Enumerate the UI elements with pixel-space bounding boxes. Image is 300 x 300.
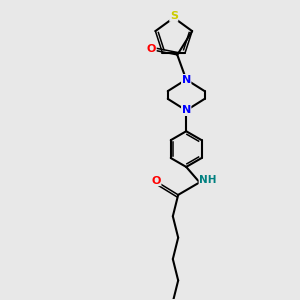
Text: S: S (170, 11, 178, 21)
Text: N: N (182, 74, 191, 85)
Text: O: O (152, 176, 161, 186)
Text: O: O (147, 44, 156, 54)
Text: N: N (182, 105, 191, 116)
Text: NH: NH (199, 175, 217, 185)
